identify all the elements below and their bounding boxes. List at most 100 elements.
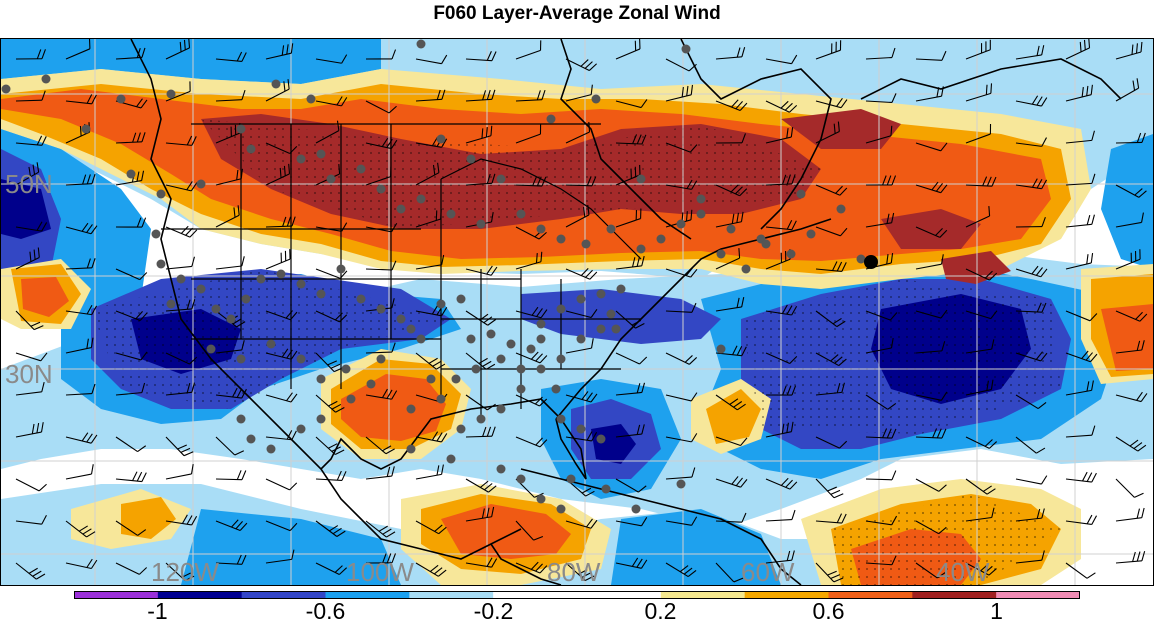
station-dot bbox=[377, 185, 386, 194]
station-dot bbox=[272, 80, 281, 89]
lat-label-30n: 30N bbox=[5, 359, 53, 390]
station-dot bbox=[437, 395, 446, 404]
station-dot bbox=[612, 325, 621, 334]
station-dot bbox=[377, 305, 386, 314]
wind-barb bbox=[216, 470, 246, 479]
wind-barb bbox=[1116, 551, 1145, 563]
colorbar-tick-label: -1 bbox=[147, 598, 167, 625]
station-dot bbox=[117, 95, 126, 104]
station-dot bbox=[537, 365, 546, 374]
station-dot bbox=[557, 415, 566, 424]
wind-barb bbox=[216, 256, 244, 269]
station-dot bbox=[787, 250, 796, 259]
station-dot bbox=[457, 295, 466, 304]
station-dot bbox=[417, 40, 426, 49]
station-dot bbox=[212, 305, 221, 314]
colorbar-swatch bbox=[912, 591, 996, 599]
station-dot bbox=[837, 205, 846, 214]
station-dot bbox=[407, 325, 416, 334]
station-dot bbox=[557, 235, 566, 244]
station-dot bbox=[307, 95, 316, 104]
station-dot bbox=[267, 445, 276, 454]
colorbar-tick-label: 0.6 bbox=[813, 598, 845, 625]
station-dot bbox=[557, 305, 566, 314]
station-dot bbox=[517, 475, 526, 484]
station-dot bbox=[447, 210, 456, 219]
station-dot bbox=[537, 320, 546, 329]
station-dot bbox=[427, 375, 436, 384]
station-dot bbox=[447, 455, 456, 464]
station-dot bbox=[607, 225, 616, 234]
station-dot bbox=[377, 355, 386, 364]
lon-label-100w: 100W bbox=[346, 557, 414, 586]
station-dot bbox=[677, 480, 686, 489]
station-dot bbox=[197, 180, 206, 189]
station-dot bbox=[507, 340, 516, 349]
station-dot bbox=[247, 435, 256, 444]
station-dot bbox=[157, 260, 166, 269]
wind-barb bbox=[1016, 476, 1047, 484]
station-dot bbox=[552, 385, 561, 394]
station-dot bbox=[317, 375, 326, 384]
station-dot bbox=[317, 415, 326, 424]
colorbar-tick-label: -0.2 bbox=[474, 598, 514, 625]
station-dot bbox=[407, 405, 416, 414]
station-dot bbox=[467, 335, 476, 344]
station-dot bbox=[297, 155, 306, 164]
wind-barb bbox=[266, 479, 297, 490]
station-dot bbox=[227, 315, 236, 324]
station-dot bbox=[437, 135, 446, 144]
station-dot bbox=[557, 355, 566, 364]
station-dot bbox=[517, 385, 526, 394]
station-dot bbox=[467, 155, 476, 164]
station-dot bbox=[637, 245, 646, 254]
colorbar-tick-label: 1 bbox=[990, 598, 1003, 625]
station-dot bbox=[607, 310, 616, 319]
station-dot bbox=[517, 210, 526, 219]
station-dot bbox=[342, 365, 351, 374]
colorbar bbox=[74, 591, 1080, 599]
station-dot bbox=[167, 90, 176, 99]
station-dot bbox=[257, 275, 266, 284]
station-dot bbox=[452, 375, 461, 384]
station-dot bbox=[582, 240, 591, 249]
station-dot bbox=[347, 395, 356, 404]
station-dot bbox=[537, 335, 546, 344]
station-dot bbox=[237, 125, 246, 134]
station-dot bbox=[592, 95, 601, 104]
station-dot bbox=[797, 190, 806, 199]
station-dot bbox=[742, 265, 751, 274]
station-dot bbox=[167, 300, 176, 309]
station-dot bbox=[242, 295, 251, 304]
highlight-station-marker bbox=[864, 255, 878, 269]
station-dot bbox=[577, 335, 586, 344]
station-dot bbox=[727, 225, 736, 234]
station-dot bbox=[477, 415, 486, 424]
station-dot bbox=[717, 250, 726, 259]
colorbar-swatch bbox=[996, 591, 1080, 599]
station-dot bbox=[417, 335, 426, 344]
station-dot bbox=[2, 85, 11, 94]
station-dot bbox=[697, 210, 706, 219]
station-dot bbox=[237, 355, 246, 364]
station-dot bbox=[367, 380, 376, 389]
station-dot bbox=[537, 495, 546, 504]
wind-barb bbox=[66, 464, 93, 479]
station-dot bbox=[617, 285, 626, 294]
station-dot bbox=[437, 300, 446, 309]
zonal-wind-map bbox=[1, 39, 1153, 585]
colorbar-swatch bbox=[74, 591, 158, 599]
station-dot bbox=[82, 125, 91, 134]
station-dot bbox=[637, 175, 646, 184]
station-dot bbox=[527, 345, 536, 354]
wind-barb bbox=[1116, 479, 1144, 497]
colorbar-tick-label: 0.2 bbox=[644, 598, 676, 625]
station-dot bbox=[297, 280, 306, 289]
station-dot bbox=[677, 220, 686, 229]
station-dot bbox=[417, 195, 426, 204]
station-dot bbox=[357, 295, 366, 304]
station-dot bbox=[177, 275, 186, 284]
station-dot bbox=[127, 170, 136, 179]
station-dot bbox=[497, 465, 506, 474]
station-dot bbox=[597, 435, 606, 444]
